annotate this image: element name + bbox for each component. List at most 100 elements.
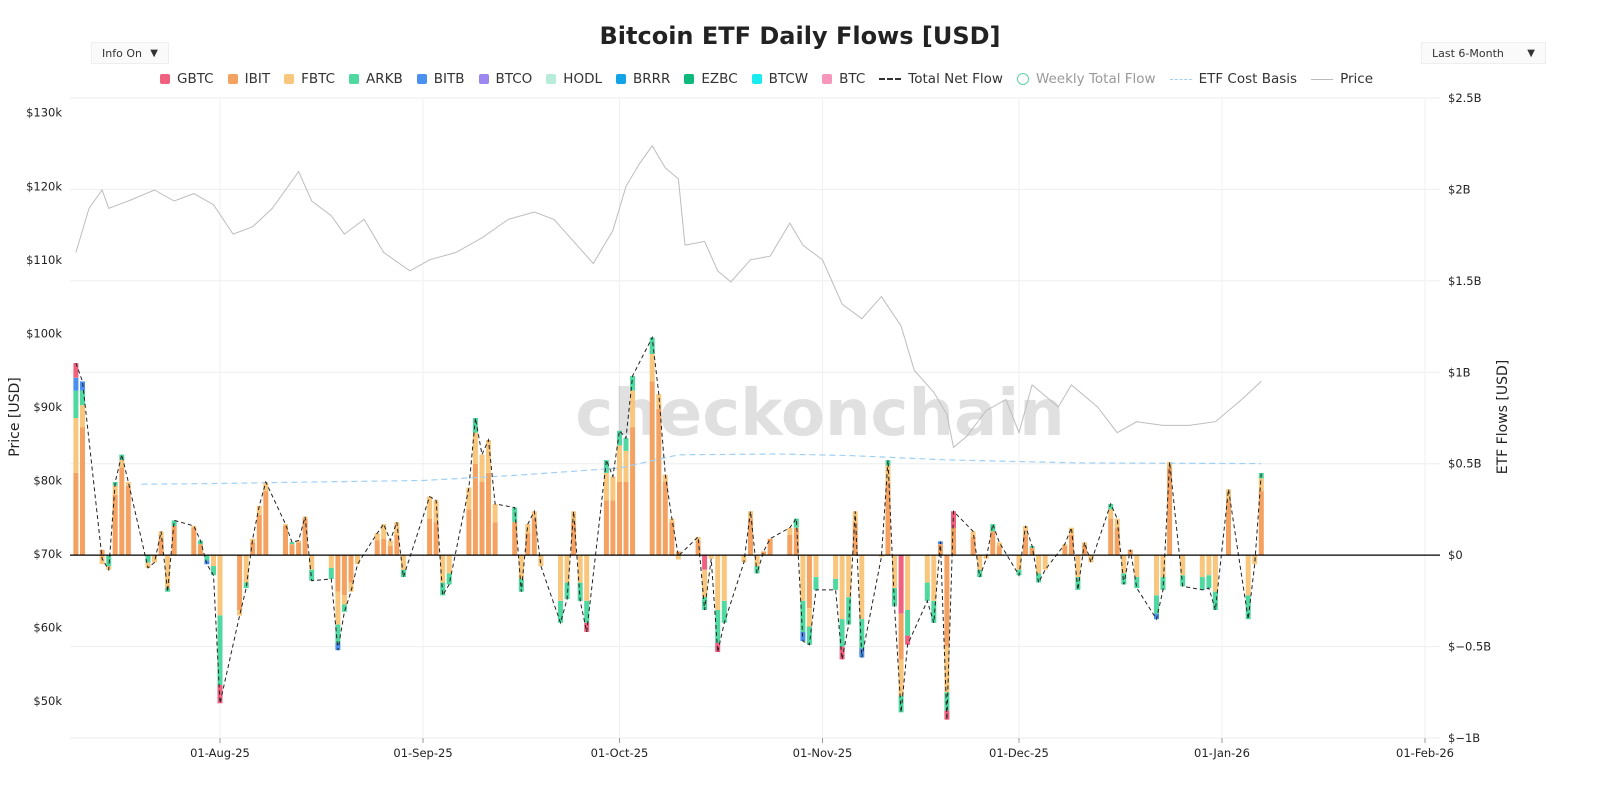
legend-item-btc[interactable]: BTC	[822, 71, 865, 87]
flow-bar-fbtc	[263, 482, 269, 492]
flow-bar-ibit	[381, 538, 387, 556]
flow-bar-arkb	[1206, 575, 1212, 589]
flow-bar-fbtc	[885, 465, 891, 482]
legend-item-fbtc[interactable]: FBTC	[284, 71, 335, 87]
flow-bar-fbtc	[944, 646, 950, 693]
flow-bar-ibit	[525, 533, 531, 556]
flow-bar-ibit	[1062, 546, 1068, 556]
legend-item-total-net-flow[interactable]: Total Net Flow	[879, 71, 1003, 87]
flow-bar-ibit	[492, 522, 498, 556]
legend-item-bitb[interactable]: BITB	[416, 71, 465, 87]
x-axis-tick: 01-Feb-26	[1396, 746, 1454, 760]
flow-bar-arkb	[859, 619, 865, 649]
flow-bar-fbtc	[446, 555, 452, 574]
flow-bar-ibit	[289, 544, 295, 556]
flow-bar-arkb	[649, 337, 655, 354]
flow-bar-ibit	[852, 522, 858, 556]
flow-bar-arkb	[944, 692, 950, 711]
chart-legend: GBTC IBIT FBTC ARKB BITB BTCO HODL BRRR EZBC BTCW…	[160, 70, 1387, 88]
flow-bar-ibit	[486, 472, 491, 556]
legend-swatch-icon	[1016, 73, 1029, 85]
flow-bar-fbtc	[878, 555, 884, 557]
flow-bar-fbtc	[518, 555, 524, 579]
flow-bar-fbtc	[466, 487, 472, 510]
flow-bar-arkb	[806, 626, 812, 645]
flow-bar-arkb	[1134, 577, 1140, 589]
flow-bar-arkb	[204, 555, 210, 561]
flow-bar-arkb	[813, 577, 819, 590]
flow-bar-fbtc	[584, 555, 590, 601]
x-axis-tick: 01-Aug-25	[190, 746, 250, 760]
flow-bar-fbtc	[977, 555, 983, 570]
flow-bar-ibit	[1068, 535, 1074, 556]
flow-bar-fbtc	[538, 555, 544, 567]
flow-bar-ibit	[617, 482, 622, 556]
flow-bar-fbtc	[924, 555, 930, 583]
net-flow-series	[75, 335, 1262, 720]
chevron-down-icon: ▼	[150, 47, 158, 59]
flow-bar-fbtc	[492, 503, 498, 523]
flow-bar-fbtc	[564, 555, 570, 583]
legend-item-btco[interactable]: BTCO	[478, 71, 532, 87]
flow-bar-ibit	[630, 427, 636, 556]
legend-label: BITB	[433, 71, 465, 87]
flow-bar-arkb	[335, 624, 341, 643]
legend-item-brrr[interactable]: BRRR	[616, 71, 670, 87]
flow-bar-fbtc	[741, 555, 747, 563]
flow-bar-fbtc	[243, 555, 249, 583]
legend-item-etf-cost-basis[interactable]: ETF Cost Basis	[1169, 71, 1297, 87]
flow-bar-arkb	[1036, 573, 1042, 583]
flow-bar-bitb	[73, 377, 79, 391]
flow-bar-fbtc	[577, 555, 583, 583]
legend-item-gbtc[interactable]: GBTC	[160, 71, 214, 87]
flow-bar-fbtc	[603, 472, 609, 501]
flow-bar-ibit	[512, 522, 518, 556]
flow-bar-arkb	[630, 375, 636, 391]
legend-item-hodl[interactable]: HODL	[546, 71, 602, 87]
flow-bar-fbtc	[800, 555, 806, 601]
flow-bar-arkb	[80, 390, 85, 406]
legend-item-arkb[interactable]: ARKB	[349, 71, 403, 87]
time-range-dropdown[interactable]: Last 6-Month ▼	[1421, 42, 1546, 64]
flow-bar-fbtc	[237, 610, 243, 616]
flow-bar-fbtc	[152, 555, 157, 563]
legend-swatch-icon	[751, 74, 762, 84]
flow-bar-ibit	[1167, 467, 1173, 556]
price-line	[75, 144, 1262, 449]
flow-bar-gbtc	[584, 622, 590, 632]
flow-bar-ibit	[885, 482, 891, 556]
flow-bar-fbtc	[846, 555, 852, 598]
legend-swatch-icon	[284, 74, 295, 84]
flow-bar-ibit	[767, 538, 773, 556]
flow-bar-fbtc	[1226, 489, 1231, 501]
flow-bar-ibit	[348, 555, 354, 583]
x-axis-tick: 01-Nov-25	[793, 746, 853, 760]
legend-item-ezbc[interactable]: EZBC	[684, 71, 738, 87]
legend-swatch-icon	[684, 74, 695, 84]
flow-bar-arkb	[924, 582, 930, 601]
flow-bar-fbtc	[1121, 555, 1127, 574]
flow-bar-ibit	[787, 535, 793, 556]
flow-bar-fbtc	[806, 608, 812, 627]
flow-bar-ibit	[119, 467, 125, 556]
legend-item-ibit[interactable]: IBIT	[227, 71, 270, 87]
flow-bar-fbtc	[970, 531, 976, 537]
flow-bar-fbtc	[1088, 555, 1094, 563]
flow-bar-ibit	[99, 549, 105, 556]
x-axis-tick: 01-Jan-26	[1194, 746, 1250, 760]
flow-bar-ibit	[191, 527, 197, 556]
flow-bar-ibit	[112, 494, 118, 556]
info-toggle-dropdown[interactable]: Info On ▼	[91, 42, 169, 64]
flow-bar-fbtc	[1036, 555, 1042, 574]
flow-bar-fbtc	[433, 500, 439, 523]
flow-bar-ibit	[603, 500, 609, 556]
legend-item-btcw[interactable]: BTCW	[751, 71, 809, 87]
legend-item-price[interactable]: Price	[1311, 71, 1373, 87]
legend-label: BTCW	[768, 71, 809, 87]
flow-bar-fbtc	[1075, 555, 1081, 577]
legend-item-weekly-total-flow[interactable]: Weekly Total Flow	[1016, 71, 1156, 87]
flow-bar-ibit	[237, 555, 243, 610]
cost-basis-line	[141, 453, 1262, 485]
flow-bar-ibit	[898, 613, 904, 660]
legend-label: Total Net Flow	[908, 71, 1003, 87]
